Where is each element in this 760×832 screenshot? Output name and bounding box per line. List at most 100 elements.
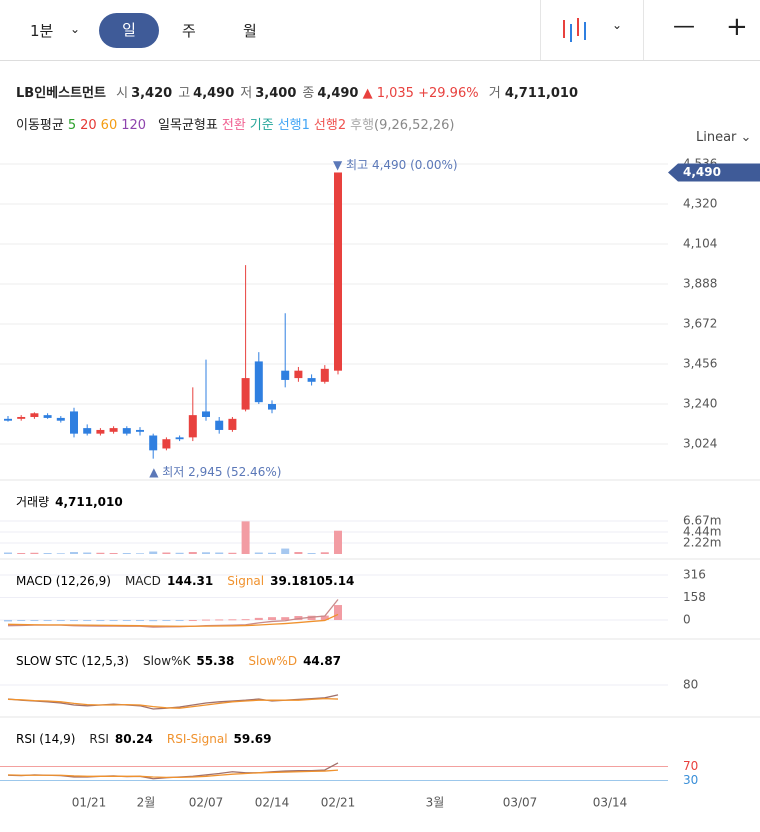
volume-bar xyxy=(83,552,92,554)
histogram-bar xyxy=(122,620,131,622)
histogram-bar xyxy=(70,620,78,622)
legend-entry: 60 xyxy=(100,118,118,133)
volume-bar xyxy=(254,552,263,554)
label: SLOW STC (12,5,3) xyxy=(16,654,129,668)
tab-day[interactable]: 일 xyxy=(99,13,159,48)
histogram-bar xyxy=(320,615,329,621)
histogram-bar xyxy=(175,620,184,622)
label: 저 xyxy=(240,86,253,101)
histogram-bar xyxy=(241,619,250,621)
min-label: ▲ 최저 2,945 (52.46%) xyxy=(149,465,281,479)
candle-body xyxy=(320,368,329,382)
tab-week[interactable]: 주 xyxy=(182,22,196,40)
candle-body xyxy=(136,429,144,432)
histogram-bar xyxy=(96,620,105,622)
chevron[interactable]: ⌄ xyxy=(612,18,623,32)
chart-type-icon[interactable] xyxy=(560,16,590,44)
candle-body xyxy=(43,415,52,418)
zoom-in[interactable]: + xyxy=(726,12,748,42)
histogram-bar xyxy=(30,620,39,622)
legend-entry: Slow%K xyxy=(143,654,192,668)
histogram-bar xyxy=(17,620,26,622)
histogram-bar xyxy=(215,619,224,621)
panel-title: SLOW STC (12,5,3) Slow%K 55.38 Slow%D 44.87 xyxy=(16,654,341,668)
histogram-bar xyxy=(43,620,52,622)
volume-bar xyxy=(70,552,78,554)
candle-body xyxy=(56,417,65,421)
volume-bar xyxy=(43,553,52,554)
value: 59.69 xyxy=(234,732,272,746)
y-tick-label: 3,672 xyxy=(683,316,717,330)
candle-body xyxy=(254,361,263,403)
scale-select[interactable]: Linear ⌄ xyxy=(696,130,752,145)
legend-title: 이동평균 xyxy=(16,118,64,133)
stock-name: LB인베스트먼트 xyxy=(16,86,106,101)
candle-body xyxy=(334,172,342,371)
value: 80.24 xyxy=(115,732,153,746)
x-tick-label: 02/07 xyxy=(189,796,224,810)
volume-bar xyxy=(17,553,26,554)
candle-body xyxy=(175,437,184,440)
legend-entry: 후행 xyxy=(350,118,375,133)
y-tick-label: 158 xyxy=(683,590,706,604)
candle-body xyxy=(268,404,276,410)
indicator-line xyxy=(7,613,339,627)
volume-bar xyxy=(228,552,237,554)
volume-bar xyxy=(162,552,171,554)
volume-bar xyxy=(109,553,118,554)
volume-bar xyxy=(56,553,65,554)
volume-bar xyxy=(30,552,39,554)
value: 4,490 xyxy=(317,86,359,101)
price-tag xyxy=(668,163,760,182)
legend-entry: MACD xyxy=(125,574,161,588)
change: ▲ 1,035 xyxy=(362,86,414,101)
y-tick-label: 316 xyxy=(683,568,706,582)
candle-body xyxy=(188,415,197,438)
label: 거 xyxy=(488,86,501,101)
divider xyxy=(540,0,541,60)
zoom-out[interactable]: — xyxy=(673,14,695,39)
histogram-bar xyxy=(162,620,171,622)
legend-title: 일목균형표 xyxy=(158,118,218,133)
candle-body xyxy=(294,370,303,379)
value: 4,490 xyxy=(193,86,235,101)
volume-bar xyxy=(136,553,144,554)
candle-body xyxy=(96,429,105,434)
y-tick-label: 3,456 xyxy=(683,357,717,371)
legend-entry: 5 xyxy=(67,118,77,133)
legend-entry: 20 xyxy=(80,118,97,133)
x-tick-label: 02/14 xyxy=(255,796,290,810)
quote-info: LB인베스트먼트 시 3,420 고 4,490 저 3,400 종 4,490 ▲ 1,03… xyxy=(16,82,578,101)
histogram-bar xyxy=(307,615,316,621)
histogram-bar xyxy=(268,617,276,621)
interval-select[interactable]: 1분 xyxy=(30,22,54,40)
candle-body xyxy=(162,439,171,449)
label: 시 xyxy=(116,86,129,101)
legend-entry: 120 xyxy=(121,118,147,133)
candle-body xyxy=(70,411,78,434)
label: 고 xyxy=(178,86,191,101)
tab-month[interactable]: 월 xyxy=(243,22,257,40)
chevron[interactable]: ⌄ xyxy=(70,22,81,36)
histogram-bar xyxy=(136,620,144,622)
candle-body xyxy=(149,435,158,451)
value: 44.87 xyxy=(303,654,341,668)
volume-bar xyxy=(241,521,250,554)
volume-bar xyxy=(149,551,158,554)
candle-body xyxy=(109,428,118,432)
panel-title: RSI (14,9) RSI 80.24 RSI-Signal 59.69 xyxy=(16,732,272,746)
max-label: ▼ 최고 4,490 (0.00%) xyxy=(333,158,458,172)
value: 3,400 xyxy=(255,86,297,101)
indicator-line xyxy=(7,762,339,780)
price-tag-label: 4,490 xyxy=(683,165,721,179)
volume-bar xyxy=(320,552,329,554)
value: 55.38 xyxy=(196,654,234,668)
histogram-bar xyxy=(254,617,263,621)
scale[interactable]: Linear xyxy=(696,130,737,145)
toolbar: 1분 ⌄ 일 주 월 ⌄ — + xyxy=(0,0,760,61)
divider xyxy=(643,0,644,60)
y-tick-label: 0 xyxy=(683,613,691,627)
indicator-line xyxy=(7,769,339,778)
histogram-bar xyxy=(334,605,342,621)
